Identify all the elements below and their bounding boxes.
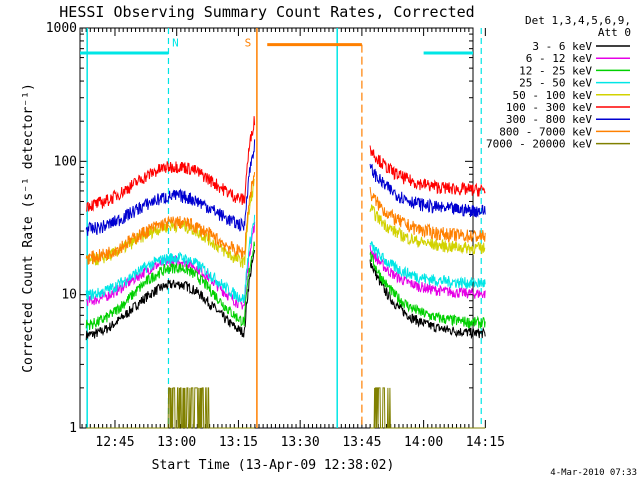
legend-label: 3 - 6 keV — [532, 40, 592, 53]
y-tick-label: 1 — [69, 421, 77, 436]
x-tick-label: 13:30 — [281, 435, 320, 450]
legend-label: 25 - 50 keV — [519, 77, 592, 90]
legend-label: 7000 - 20000 keV — [486, 138, 592, 151]
x-tick-label: 13:00 — [157, 435, 196, 450]
series-line — [369, 186, 486, 243]
x-tick-label: 14:00 — [404, 435, 443, 450]
footer-timestamp: 4-Mar-2010 07:33 — [550, 468, 637, 478]
x-axis-label: Start Time (13-Apr-09 12:38:02) — [152, 458, 395, 473]
series-line — [369, 163, 486, 218]
x-tick-label: 13:15 — [219, 435, 258, 450]
x-tick-label: 12:45 — [95, 435, 134, 450]
legend-label: 12 - 25 keV — [519, 64, 592, 77]
x-tick-label: 13:45 — [342, 435, 381, 450]
y-tick-label: 1000 — [46, 21, 77, 36]
y-tick-label: 100 — [54, 154, 77, 169]
x-tick-label: 14:15 — [466, 435, 505, 450]
chart-title: HESSI Observing Summary Count Rates, Cor… — [59, 3, 474, 21]
series-line — [85, 116, 256, 212]
plot-layer: 1 10 100 1000 12:45 13:00 13:15 13:30 13:45 14:00… — [46, 21, 505, 450]
legend-header-line-2: Att 0 — [598, 26, 631, 39]
legend-header-line-1: Det 1,3,4,5,6,9, — [525, 14, 631, 27]
legend-label: 800 - 7000 keV — [499, 125, 592, 138]
saa-annotation-label: S — [245, 37, 252, 50]
night-annotation-label: N — [172, 37, 179, 50]
series-line — [86, 387, 255, 429]
plot-frame — [79, 27, 474, 429]
legend-label: 300 - 800 keV — [506, 113, 592, 126]
series-line — [85, 139, 256, 236]
series-line — [85, 172, 256, 265]
series-line — [369, 259, 486, 340]
series-line — [369, 245, 486, 299]
series-line — [369, 251, 486, 330]
legend-label: 6 - 12 keV — [526, 52, 593, 65]
series-line — [85, 241, 256, 330]
series-line — [369, 204, 486, 256]
series-line — [85, 214, 256, 304]
series-line — [369, 241, 486, 289]
series-line — [369, 145, 486, 197]
series-line — [85, 250, 256, 341]
y-axis-label: Corrected Count Rate (s⁻¹ detector⁻¹) — [21, 83, 36, 373]
legend-label: 50 - 100 keV — [513, 89, 593, 102]
series-line — [370, 387, 486, 429]
y-tick-label: 10 — [61, 288, 77, 303]
legend-label: 100 - 300 keV — [506, 101, 592, 114]
series-line — [85, 221, 256, 310]
